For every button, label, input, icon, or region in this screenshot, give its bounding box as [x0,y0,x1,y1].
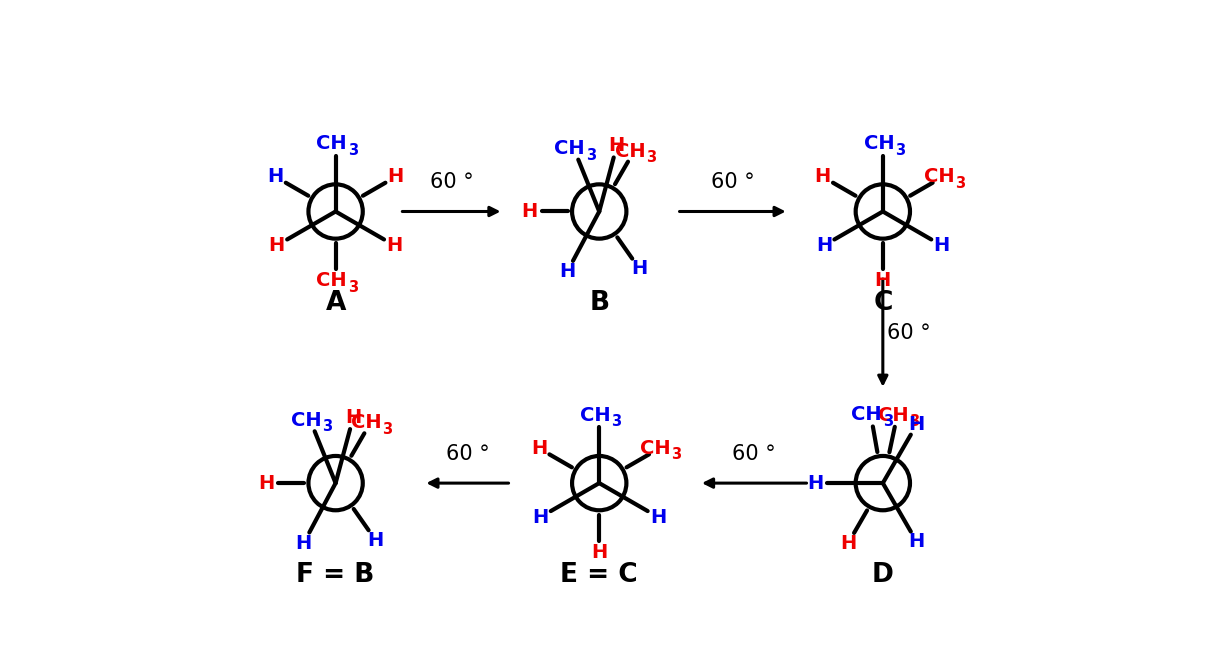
Text: H: H [934,236,950,255]
Text: H: H [806,473,823,493]
Text: CH: CH [924,167,955,186]
Text: H: H [816,236,832,255]
Text: H: H [367,531,383,550]
Text: H: H [649,507,666,527]
Text: 60 °: 60 ° [429,172,473,192]
Text: 3: 3 [910,414,919,429]
Text: CH: CH [614,142,646,161]
Text: 3: 3 [348,280,358,295]
Text: H: H [268,167,283,186]
Text: 3: 3 [883,414,893,429]
Text: 3: 3 [383,422,393,437]
Text: CH: CH [291,410,321,430]
Text: H: H [387,236,402,255]
Text: B: B [590,290,609,316]
Text: CH: CH [863,134,894,153]
Text: 3: 3 [671,448,682,462]
Text: CH: CH [351,414,382,432]
Text: CH: CH [316,272,347,290]
Text: 3: 3 [586,147,596,163]
Text: H: H [522,202,537,221]
Text: 60 °: 60 ° [886,323,930,343]
Text: 3: 3 [322,419,332,434]
Text: A: A [326,290,345,316]
Text: D: D [872,562,894,588]
Text: H: H [908,415,925,434]
Text: CH: CH [316,134,347,153]
Text: H: H [345,408,361,427]
Text: 3: 3 [612,414,621,429]
Text: CH: CH [878,406,908,425]
Text: H: H [609,136,625,155]
Text: 60 °: 60 ° [711,172,754,192]
Text: H: H [258,473,275,493]
Text: H: H [631,259,647,278]
Text: H: H [533,507,548,527]
Text: H: H [295,534,311,552]
Text: H: H [815,167,831,186]
Text: 60 °: 60 ° [445,444,489,463]
Text: H: H [388,167,404,186]
Text: H: H [874,272,891,290]
Text: CH: CH [851,405,882,424]
Text: 60 °: 60 ° [732,444,776,463]
Text: F = B: F = B [297,562,375,588]
Text: H: H [559,262,575,281]
Text: H: H [269,236,285,255]
Text: 3: 3 [646,150,657,165]
Text: H: H [591,543,607,562]
Text: CH: CH [580,406,610,425]
Text: E = C: E = C [561,562,638,588]
Text: CH: CH [554,139,585,158]
Text: 3: 3 [348,143,358,157]
Text: 3: 3 [895,143,905,157]
Text: H: H [531,439,547,458]
Text: C: C [873,290,893,316]
Text: H: H [840,534,856,553]
Text: 3: 3 [955,176,966,191]
Text: H: H [908,533,925,551]
Text: CH: CH [640,439,671,458]
